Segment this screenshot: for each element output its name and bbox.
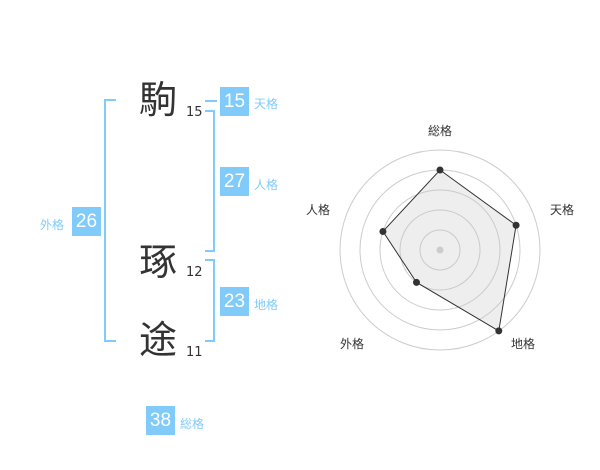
axis-label-chikaku: 地格	[511, 337, 536, 351]
axis-label-soukaku: 総格	[428, 124, 453, 138]
axis-label-tenkaku: 天格	[550, 203, 575, 217]
tenkaku-label: 天格	[254, 97, 279, 111]
gaikaku-bracket	[104, 99, 116, 342]
chikaku-label: 地格	[254, 298, 279, 312]
radar-point	[512, 221, 520, 229]
gaikaku-label: 外格	[40, 218, 65, 232]
jinkaku-bracket	[205, 110, 215, 252]
jinkaku-value: 27	[220, 167, 249, 196]
radar-ring	[399, 209, 481, 291]
tenkaku-connector	[205, 100, 217, 102]
radar-center	[436, 246, 444, 254]
stroke-count-1: 15	[186, 105, 203, 120]
name-char-3: 途	[139, 318, 178, 362]
axis-label-gaikaku: 外格	[340, 337, 365, 351]
radar-point	[379, 227, 387, 235]
radar-point	[436, 166, 444, 174]
radar-point	[412, 278, 420, 286]
name-char-2: 琢	[139, 240, 178, 284]
radar-ring	[379, 189, 501, 311]
axis-label-jinkaku: 人格	[306, 203, 331, 217]
stroke-count-2: 12	[186, 265, 203, 280]
jinkaku-label: 人格	[254, 178, 279, 192]
radar-area	[382, 169, 517, 332]
stroke-count-3: 11	[186, 345, 203, 360]
radar-ring	[419, 229, 461, 271]
name-char-1: 駒	[139, 78, 178, 122]
radar-point	[495, 327, 503, 335]
tenkaku-value: 15	[220, 87, 249, 116]
soukaku-label: 総格	[180, 417, 205, 431]
radar-ring	[339, 149, 541, 351]
chikaku-bracket	[205, 259, 215, 342]
chikaku-value: 23	[220, 287, 249, 316]
soukaku-value: 38	[146, 406, 175, 435]
gaikaku-value: 26	[72, 207, 101, 236]
